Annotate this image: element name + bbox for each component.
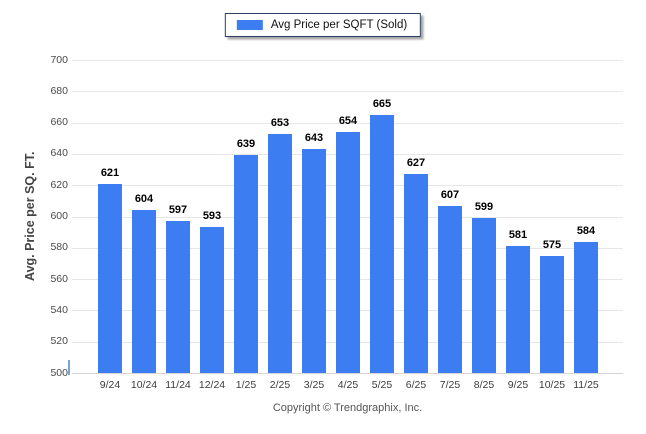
gridline [72, 91, 623, 93]
x-axis-tick-label: 7/25 [439, 379, 461, 391]
bar[interactable] [574, 241, 598, 373]
gridline [72, 60, 623, 61]
bar[interactable] [336, 131, 360, 373]
x-axis-tick-label: 1/25 [235, 379, 257, 391]
x-axis-tick-label: 5/25 [371, 379, 393, 391]
bar[interactable] [540, 255, 564, 373]
x-axis-tick-label: 6/25 [405, 379, 427, 391]
bar[interactable] [98, 183, 122, 373]
bar[interactable] [438, 205, 462, 373]
y-axis-tick-label: 680 [50, 84, 68, 97]
bar-value-label: 665 [372, 97, 392, 110]
legend: Avg Price per SQFT (Sold) [224, 13, 422, 37]
y-axis-tick-label: 600 [50, 210, 68, 222]
bar-value-label: 599 [474, 201, 494, 214]
bar-value-label: 607 [440, 188, 460, 201]
x-axis-tick-label: 10/25 [538, 379, 566, 391]
x-axis-tick-label: 2/25 [269, 379, 291, 391]
bar[interactable] [404, 174, 428, 373]
bar[interactable] [472, 218, 496, 373]
bar-value-label: 604 [134, 193, 154, 206]
bar[interactable] [132, 210, 156, 373]
bar-value-label: 621 [100, 166, 120, 179]
bar-value-label: 575 [542, 238, 562, 251]
y-axis-tick-label: 640 [50, 147, 68, 160]
bar-value-label: 627 [406, 157, 426, 170]
x-axis-tick-label: 9/25 [507, 379, 529, 391]
x-axis-tick-label: 11/25 [573, 379, 599, 391]
bar[interactable] [234, 155, 258, 373]
y-axis-tick-label: 580 [50, 241, 68, 254]
bar[interactable] [166, 221, 190, 373]
legend-label: Avg Price per SQFT (Sold) [270, 19, 408, 31]
y-axis-tick-label: 560 [50, 272, 68, 285]
bar[interactable] [370, 114, 394, 373]
bar[interactable] [506, 246, 530, 373]
legend-swatch-icon [236, 20, 263, 30]
x-axis-tick-label: 10/24 [130, 379, 158, 391]
x-axis-tick-label: 11/24 [165, 379, 191, 391]
bar[interactable] [200, 227, 224, 373]
bar-value-label: 581 [508, 229, 528, 242]
gridline [72, 122, 623, 124]
x-axis-tick-label: 8/25 [473, 379, 495, 391]
x-axis-tick-label: 12/24 [198, 379, 226, 391]
bar[interactable] [302, 149, 326, 373]
bar-value-label: 643 [304, 132, 324, 145]
bar-value-label: 639 [236, 138, 256, 151]
x-axis-tick-label: 4/25 [337, 379, 359, 391]
bar-value-label: 654 [338, 114, 358, 127]
y-axis-tick-label: 660 [50, 116, 68, 129]
bar-value-label: 593 [202, 210, 222, 223]
copyright-text: Copyright © Trendgraphix, Inc. [272, 402, 423, 414]
y-axis-tick-label: 540 [50, 303, 68, 316]
y-axis-tick-label: 500 [50, 366, 68, 379]
y-axis-tick-label: 700 [50, 53, 68, 66]
bar-value-label: 597 [168, 204, 188, 217]
x-axis-tick-label: 3/25 [303, 379, 325, 391]
y-axis-tick-label: 520 [50, 335, 68, 348]
gridline [72, 373, 623, 374]
bar-value-label: 584 [576, 224, 596, 237]
bar[interactable] [268, 133, 292, 373]
y-axis-tick-label: 620 [50, 178, 68, 191]
axis-origin-tick [68, 360, 70, 375]
bar-value-label: 653 [270, 116, 290, 129]
x-axis-tick-label: 9/24 [99, 379, 121, 391]
